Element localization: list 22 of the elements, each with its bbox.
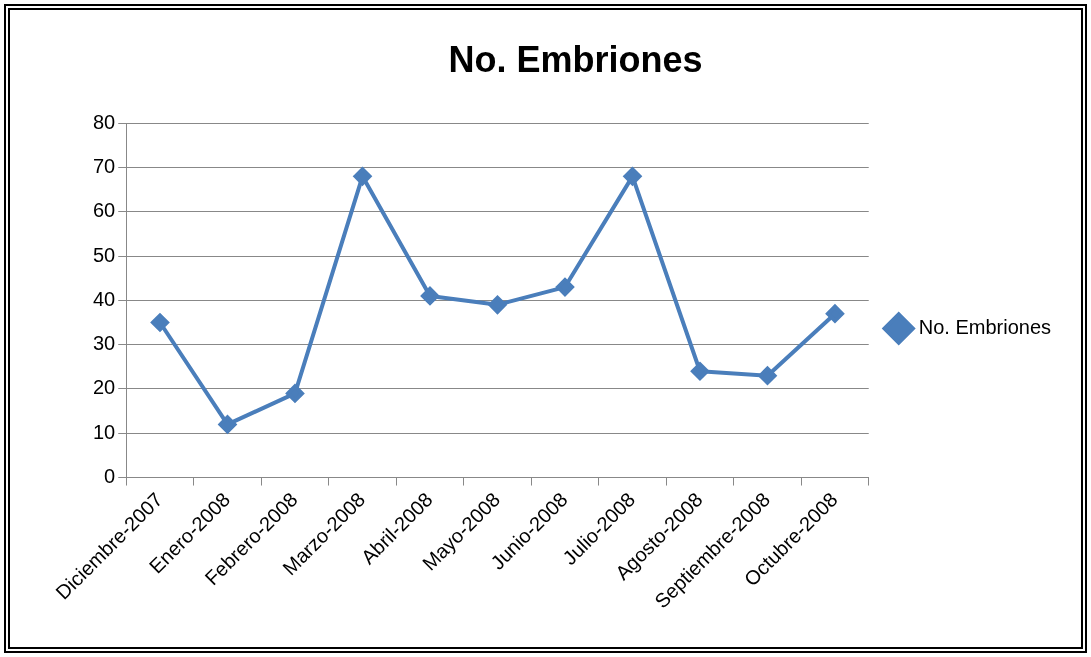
point	[623, 167, 642, 186]
point	[420, 286, 439, 305]
legend-label: No. Embriones	[918, 316, 1052, 339]
point	[555, 278, 574, 297]
point	[218, 415, 237, 434]
y-tick-label: 40	[93, 287, 116, 310]
y-tick-label: 30	[93, 332, 116, 355]
y-tick-label: 20	[93, 376, 116, 399]
point	[353, 167, 372, 186]
point	[285, 384, 304, 403]
y-tick-label: 50	[93, 243, 116, 266]
y-tick-label: 80	[93, 110, 116, 133]
y-tick-label: 70	[93, 155, 116, 178]
y-tick-label: 10	[93, 420, 116, 443]
point	[151, 313, 169, 332]
point	[488, 295, 507, 314]
point	[758, 366, 777, 385]
y-tick-label: 0	[104, 465, 116, 488]
point	[825, 304, 844, 323]
point	[690, 362, 709, 381]
y-tick-label: 60	[93, 199, 116, 222]
chart-title: No. Embriones	[448, 38, 703, 80]
